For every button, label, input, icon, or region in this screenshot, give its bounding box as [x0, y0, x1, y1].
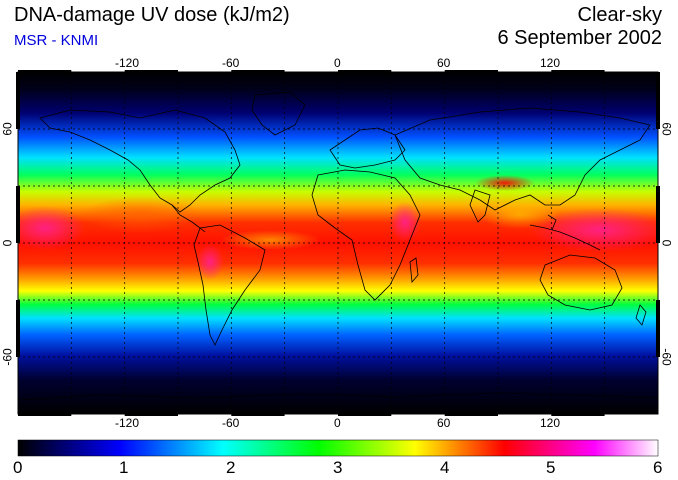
lon-tick-bottom: 120	[540, 416, 561, 430]
lon-tick-bottom: -60	[222, 416, 240, 430]
condition-label: Clear-sky	[577, 4, 662, 26]
lon-tick-top: -60	[222, 56, 240, 70]
colorbar-label: 5	[546, 458, 556, 477]
lat-tick-left: 60	[0, 122, 15, 136]
lat-tick-left: -60	[0, 348, 15, 366]
source-label: MSR - KNMI	[14, 32, 99, 49]
lon-tick-top: 60	[437, 56, 451, 70]
colorbar	[17, 439, 659, 457]
map-title: DNA-damage UV dose (kJ/m2)	[14, 4, 290, 26]
date-label: 6 September 2002	[497, 27, 662, 49]
lon-tick-bottom: -120	[115, 416, 140, 430]
lat-tick-right: 60	[659, 122, 674, 136]
colorbar-label: 4	[440, 458, 450, 477]
lon-tick-bottom: 60	[437, 416, 451, 430]
lon-tick-bottom: 0	[334, 416, 341, 430]
colorbar-label: 6	[653, 458, 663, 477]
colorbar-label: 3	[333, 458, 343, 477]
graticule	[18, 72, 658, 414]
frame-bars	[16, 70, 660, 416]
colorbar-label: 0	[13, 458, 23, 477]
lat-tick-left: 0	[0, 239, 15, 247]
colorbar-label: 1	[119, 458, 129, 477]
lat-tick-right: -60	[659, 348, 674, 366]
colorbar-label: 2	[226, 458, 236, 477]
lon-tick-top: -120	[115, 56, 140, 70]
lon-tick-top: 0	[334, 56, 341, 70]
lat-tick-right: 0	[659, 239, 674, 247]
lon-tick-top: 120	[540, 56, 561, 70]
coastlines	[18, 91, 658, 401]
